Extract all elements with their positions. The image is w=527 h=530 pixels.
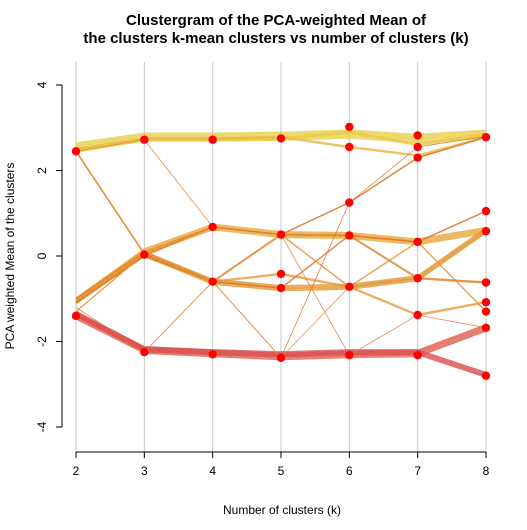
cluster-center-point <box>413 237 422 247</box>
x-tick-label: 5 <box>278 464 285 478</box>
cluster-center-point <box>140 250 149 259</box>
cluster-center-point <box>345 350 354 360</box>
cluster-center-point <box>208 350 217 359</box>
trajectory-line <box>75 310 487 373</box>
chart-title-line-2: the clusters k-mean clusters vs number o… <box>83 30 468 47</box>
y-axis-label: PCA weighted Mean of the clusters <box>3 163 17 350</box>
cluster-center-point <box>481 278 491 287</box>
cluster-center-point <box>276 283 286 293</box>
cluster-center-point <box>208 135 217 144</box>
cluster-center-point <box>481 371 491 380</box>
cluster-center-point <box>208 222 217 232</box>
cluster-center-point <box>413 274 422 283</box>
axis-layer: 2 3 4 5 6 7 8 -4 -2 0 2 4 <box>35 81 490 478</box>
y-tick-label: 2 <box>35 167 49 174</box>
cluster-center-point <box>345 122 354 132</box>
trajectory-line <box>75 311 487 374</box>
cluster-center-point <box>413 131 422 140</box>
x-tick-label: 7 <box>414 464 421 478</box>
x-axis-label: Number of clusters (k) <box>223 503 341 517</box>
y-tick-label: -4 <box>35 421 49 432</box>
cluster-center-point <box>276 269 286 279</box>
x-tick-label: 2 <box>73 464 80 478</box>
y-tick-label: -2 <box>35 336 49 347</box>
chart-title-line-1: Clustergram of the PCA-weighted Mean of <box>126 12 427 29</box>
cluster-center-point <box>413 350 422 360</box>
cluster-center-point <box>345 231 354 240</box>
cluster-center-point <box>481 206 491 216</box>
cluster-center-point <box>276 134 286 143</box>
cluster-center-point <box>276 353 286 362</box>
cluster-center-point <box>276 230 286 239</box>
x-tick-label: 4 <box>209 464 216 478</box>
cluster-center-point <box>481 227 491 236</box>
cluster-center-point <box>481 307 491 316</box>
cluster-center-point <box>413 310 422 320</box>
cluster-center-point <box>481 132 491 142</box>
cluster-center-point <box>71 147 81 156</box>
x-tick-label: 3 <box>141 464 148 478</box>
x-tick-label: 8 <box>483 464 490 478</box>
cluster-center-point <box>413 153 422 162</box>
cluster-center-point <box>345 282 354 291</box>
cluster-center-point <box>71 311 81 321</box>
cluster-center-point <box>413 142 422 152</box>
cluster-center-point <box>481 297 491 307</box>
cluster-center-point <box>345 142 354 152</box>
y-tick-label: 4 <box>35 81 49 88</box>
cluster-center-point <box>481 323 491 333</box>
y-tick-label: 0 <box>35 252 49 259</box>
cluster-center-point <box>208 277 217 286</box>
center-point-layer <box>71 122 491 380</box>
cluster-center-point <box>345 198 354 207</box>
x-tick-label: 6 <box>346 464 353 478</box>
cluster-center-point <box>140 347 149 357</box>
cluster-center-point <box>140 135 149 144</box>
